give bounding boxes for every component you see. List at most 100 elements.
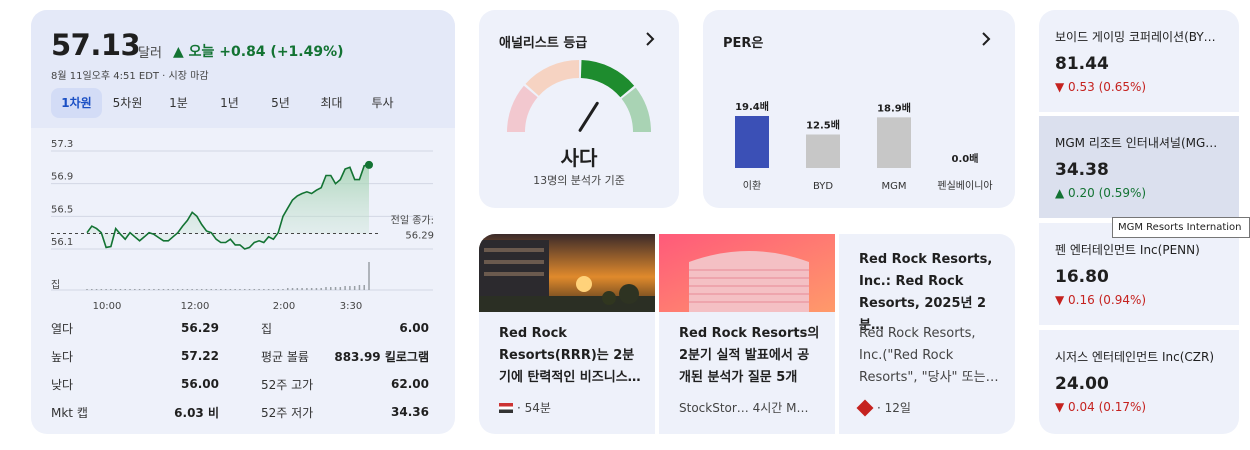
peer-stock-card[interactable]: 펜 엔터테인먼트 Inc(PENN) 16.80 ▼ 0.16 (0.94%) <box>1039 223 1239 325</box>
stat-value: 62.00 <box>391 377 429 391</box>
per-category-label: MGM <box>881 181 906 192</box>
volume-bar <box>344 286 346 290</box>
volume-bar <box>105 289 107 290</box>
range-tab[interactable]: 투사 <box>371 96 394 110</box>
analyst-rating: 사다 <box>560 146 598 170</box>
stat-label: 52주 저가 <box>261 405 314 420</box>
volume-bar <box>91 289 93 290</box>
volume-bar <box>220 289 222 290</box>
stat-label: 평균 볼륨 <box>261 349 309 364</box>
range-tab[interactable]: 5차원 <box>112 96 143 110</box>
peer-name: 보이드 게이밍 코퍼레이션(BY… <box>1055 30 1216 44</box>
stat-value: 34.36 <box>391 405 429 419</box>
news-meta: StockStor… 4시간 M… <box>679 401 809 415</box>
range-tab[interactable]: 1분 <box>169 96 188 110</box>
peer-stock-card[interactable]: 보이드 게이밍 코퍼레이션(BY… 81.44 ▼ 0.53 (0.65%) <box>1039 10 1239 112</box>
x-tick-label: 3:30 <box>340 301 362 312</box>
stat-row: 열다 56.29 집 6.00 <box>51 314 429 342</box>
stat-label: 집 <box>261 321 273 336</box>
y-tick-label: 56.5 <box>51 204 73 215</box>
stat-label: 열다 <box>51 321 74 336</box>
peer-change: ▼ 0.16 (0.94%) <box>1055 293 1147 307</box>
stat-label: 52주 고가 <box>261 377 314 392</box>
news-title: Red Rock Resorts(RRR)는 2분기에 탄력적인 비즈니스… <box>499 326 641 385</box>
currency-unit: 달러 <box>138 46 162 61</box>
news-thumbnail <box>479 234 655 312</box>
peer-name: MGM 리조트 인터내셔널(MG… <box>1055 136 1218 150</box>
peer-price: 24.00 <box>1055 374 1109 394</box>
per-category-label: 이환 <box>743 180 761 192</box>
volume-bar <box>181 289 184 290</box>
volume-bar <box>134 289 136 290</box>
news-title: Red Rock Resorts의 2분기 실적 발표에서 공개된 분석가 질문… <box>679 326 820 385</box>
x-tick-label: 10:00 <box>93 301 122 312</box>
volume-bar <box>110 289 112 290</box>
range-tabs: 1차원 5차원 1분 1년 5년 최대 투사 <box>51 88 408 118</box>
volume-bar <box>234 289 236 290</box>
volume-bar <box>353 286 356 290</box>
per-category-label: 펜실베이니아 <box>937 180 992 192</box>
volume-bar <box>157 289 160 290</box>
volume-bar <box>248 289 251 290</box>
range-tab[interactable]: 1년 <box>220 96 239 110</box>
stat-value: 57.22 <box>181 349 219 363</box>
gauge-segment <box>580 60 635 98</box>
analyst-rating-card[interactable]: 애널리스트 등급 사다 13명의 분석가 기준 <box>479 10 679 208</box>
news-card[interactable]: Red Rock Resorts의 2분기 실적 발표에서 공개된 분석가 질문… <box>659 234 835 434</box>
volume-bar <box>253 289 256 290</box>
key-stats: 열다 56.29 집 6.00 높다 57.22 평균 볼륨 883.99 킬로그램 낮다 56.… <box>51 314 429 426</box>
volume-bar <box>330 287 332 290</box>
current-price: 57.13 <box>51 28 141 62</box>
analyst-gauge <box>507 60 651 132</box>
volume-bar <box>114 289 117 290</box>
market-timestamp: 8월 11일오후 4:51 EDT · 시장 마감 <box>51 71 209 82</box>
stat-label: 높다 <box>51 349 74 364</box>
range-tab[interactable]: 5년 <box>271 96 290 110</box>
stat-row: 낮다 56.00 52주 고가 62.00 <box>51 370 429 398</box>
volume-bar <box>320 288 322 290</box>
per-value-label: 18.9배 <box>877 101 911 114</box>
source-logo-icon <box>499 402 513 413</box>
peer-change: ▼ 0.04 (0.17%) <box>1055 400 1147 414</box>
per-bar <box>877 117 911 168</box>
volume-bar <box>349 286 351 290</box>
per-value-label: 19.4배 <box>735 100 769 113</box>
price-header: 57.13 달러 ▲ 오늘 +0.84 (+1.49%) 8월 11일오후 4:… <box>31 10 455 128</box>
per-value-label: 12.5배 <box>806 118 840 131</box>
news-meta: · 54분 <box>499 399 551 416</box>
prev-close-value: 56.29 <box>405 230 434 241</box>
range-tab[interactable]: 최대 <box>320 96 343 110</box>
volume-bar <box>129 289 131 290</box>
price-line <box>86 164 370 250</box>
volume-bar <box>124 289 126 290</box>
volume-bar <box>277 289 279 290</box>
volume-bar <box>339 287 342 290</box>
peer-stock-card[interactable]: MGM 리조트 인터내셔널(MG… 34.38 ▲ 0.20 (0.59%) <box>1039 116 1239 218</box>
volume-bar <box>148 289 150 290</box>
y-tick-label: 57.3 <box>51 139 73 150</box>
per-card[interactable]: PER은 19.4배 이환 12.5배 BYD 18.9배 MGM 0.0배 펜실베이니아 <box>703 10 1015 208</box>
volume-bar <box>358 285 361 290</box>
news-snippet: Red Rock Resorts, Inc.("Red Rock Resorts… <box>859 326 999 385</box>
peer-price: 34.38 <box>1055 160 1109 180</box>
range-tab[interactable]: 1차원 <box>51 88 102 118</box>
chevron-right-icon[interactable] <box>977 30 995 48</box>
stat-value: 56.00 <box>181 377 219 391</box>
peer-price: 81.44 <box>1055 54 1109 74</box>
volume-bar <box>177 289 179 290</box>
gauge-needle <box>578 101 599 132</box>
price-chart[interactable]: 57.3 56.9 56.5 56.1 전일 종가: 56.29 집 10:00 12:00 2:… <box>31 128 455 314</box>
volume-bar <box>258 289 260 290</box>
peer-tooltip: MGM Resorts Internation <box>1112 217 1250 238</box>
volume-bar <box>363 285 365 290</box>
volume-bar <box>310 288 313 290</box>
news-card[interactable]: Red Rock Resorts(RRR)는 2분기에 탄력적인 비즈니스… ·… <box>479 234 655 434</box>
volume-bar <box>95 289 98 290</box>
news-card[interactable]: Red Rock Resorts, Inc.: Red Rock Resorts… <box>839 234 1015 434</box>
y-tick-label: 56.9 <box>51 172 73 183</box>
peer-stock-card[interactable]: 시저스 엔터테인먼트 Inc(CZR) 24.00 ▼ 0.04 (0.17%) <box>1039 330 1239 434</box>
analyst-title: 애널리스트 등급 <box>499 36 588 51</box>
per-value-label: 0.0배 <box>952 152 979 165</box>
chevron-right-icon[interactable] <box>641 30 659 48</box>
volume-bar <box>334 287 337 290</box>
